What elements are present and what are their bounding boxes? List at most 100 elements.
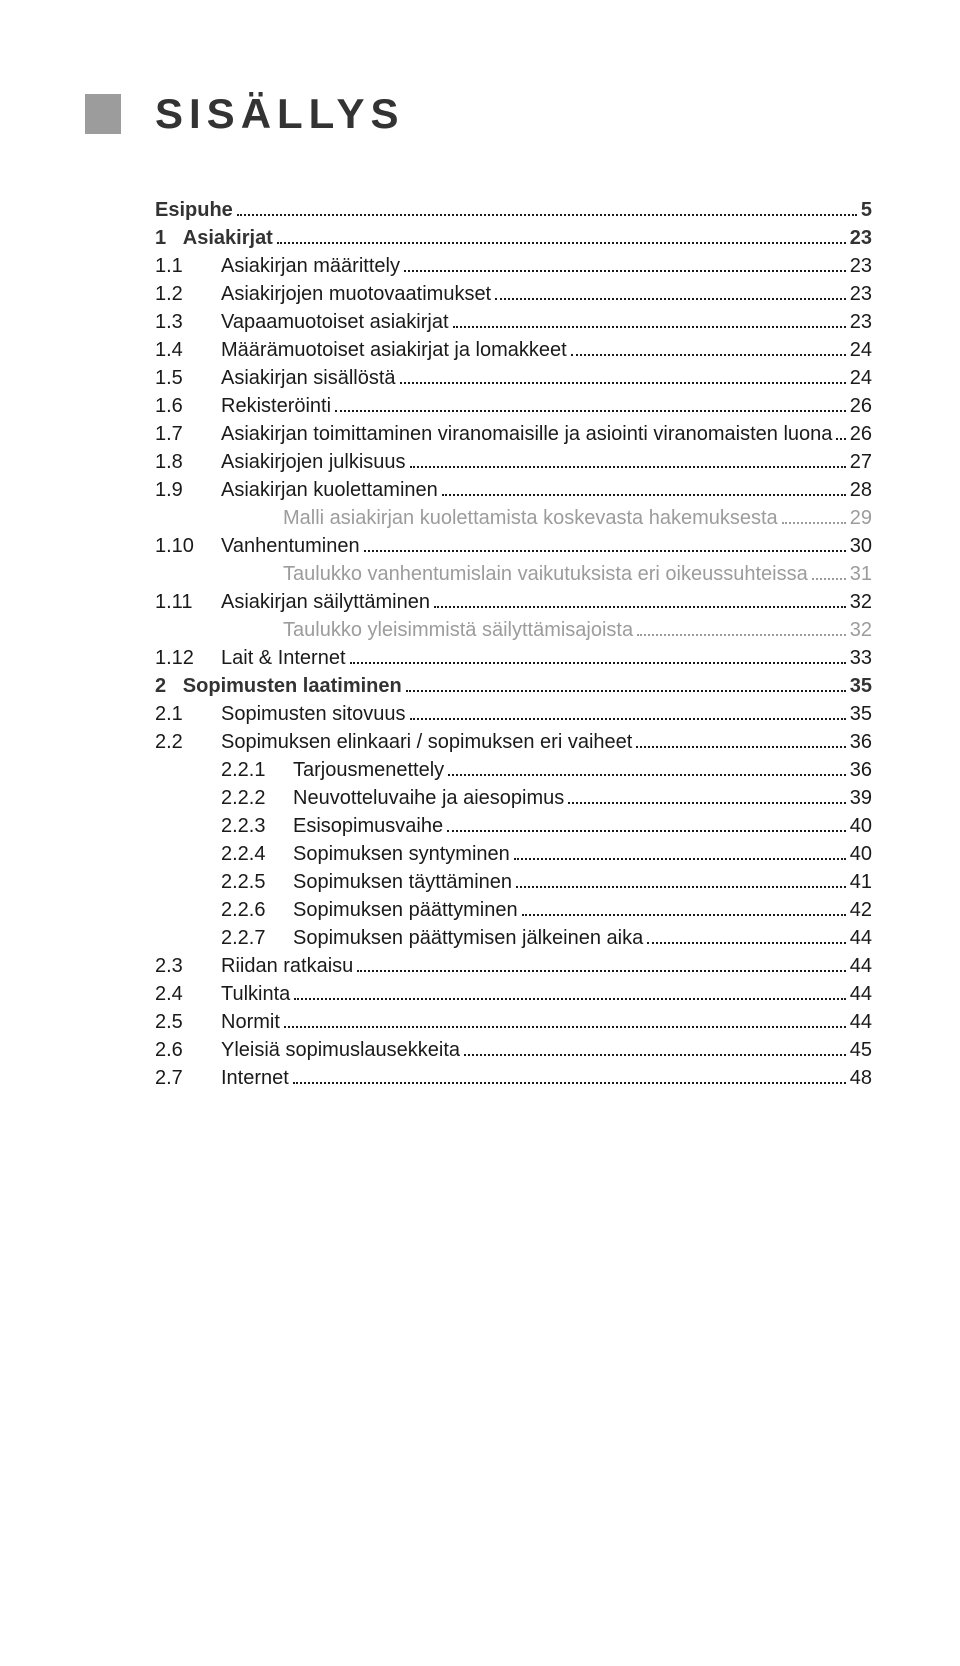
toc-entry-page: 44 xyxy=(850,1012,872,1032)
toc-entry-label: Malli asiakirjan kuolettamista koskevast… xyxy=(283,508,778,528)
toc-entry: Taulukko vanhentumislain vaikutuksista e… xyxy=(155,564,872,584)
title-accent-bar xyxy=(85,94,121,134)
toc-entry-page: 23 xyxy=(850,284,872,304)
toc-entry-number: 2.2.4 xyxy=(221,844,293,864)
toc-entry: 2.2Sopimuksen elinkaari / sopimuksen eri… xyxy=(155,732,872,752)
toc-entry-page: 39 xyxy=(850,788,872,808)
toc-entry-label: Normit xyxy=(221,1012,280,1032)
toc-entry-number: 2.1 xyxy=(155,704,221,724)
toc-entry-label: Tarjousmenettely xyxy=(293,760,444,780)
toc-entry-label: Rekisteröinti xyxy=(221,396,331,416)
toc-entry: 1.4Määrämuotoiset asiakirjat ja lomakkee… xyxy=(155,340,872,360)
toc-dot-leader xyxy=(237,200,857,216)
toc-entry-number: 2.7 xyxy=(155,1068,221,1088)
toc-dot-leader xyxy=(495,284,846,300)
toc-entry: 1.1Asiakirjan määrittely 23 xyxy=(155,256,872,276)
toc-entry-page: 29 xyxy=(850,508,872,528)
toc-entry-page: 23 xyxy=(850,228,872,248)
toc-entry: 2.3Riidan ratkaisu44 xyxy=(155,956,872,976)
toc-entry-number: 2.3 xyxy=(155,956,221,976)
toc-entry: 1.2Asiakirjojen muotovaatimukset23 xyxy=(155,284,872,304)
toc-entry: 1 Asiakirjat23 xyxy=(155,228,872,248)
toc-entry-label: Sopimusten sitovuus xyxy=(221,704,406,724)
toc-entry-label: Sopimuksen täyttäminen xyxy=(293,872,512,892)
toc-entry-number: 2.2.2 xyxy=(221,788,293,808)
toc-entry-number: 1.4 xyxy=(155,340,221,360)
toc-entry-label: Sopimusten laatiminen xyxy=(183,676,402,696)
toc-entry-page: 42 xyxy=(850,900,872,920)
toc-dot-leader xyxy=(836,424,845,440)
toc-entry-page: 30 xyxy=(850,536,872,556)
toc-dot-leader xyxy=(453,312,846,328)
toc-entry: Esipuhe5 xyxy=(155,200,872,220)
page-title: SISÄLLYS xyxy=(155,90,872,138)
toc-entry-label: Asiakirjojen muotovaatimukset xyxy=(221,284,491,304)
toc-entry-number: 1.12 xyxy=(155,648,221,668)
toc-entry: 2.2.5Sopimuksen täyttäminen41 xyxy=(155,872,872,892)
toc-entry: 1.12Lait & Internet33 xyxy=(155,648,872,668)
toc-entry-page: 32 xyxy=(850,592,872,612)
toc-dot-leader xyxy=(404,256,846,272)
toc-entry: 2.7Internet48 xyxy=(155,1068,872,1088)
toc-entry-page: 35 xyxy=(850,676,872,696)
toc-entry-number: 2.2.3 xyxy=(221,816,293,836)
toc-entry-page: 23 xyxy=(850,312,872,332)
toc-entry: 1.5Asiakirjan sisällöstä24 xyxy=(155,368,872,388)
toc-entry-number: 1.10 xyxy=(155,536,221,556)
toc-entry-label: Määrämuotoiset asiakirjat ja lomakkeet xyxy=(221,340,567,360)
toc-entry: 1.7Asiakirjan toimittaminen viranomaisil… xyxy=(155,424,872,444)
toc-entry-number: 1.5 xyxy=(155,368,221,388)
toc-entry-number: 1.11 xyxy=(155,592,221,612)
toc-entry-page: 26 xyxy=(850,424,872,444)
toc-dot-leader xyxy=(357,956,845,972)
toc-entry-page: 27 xyxy=(850,452,872,472)
toc-dot-leader xyxy=(442,480,846,496)
toc-entry-page: 36 xyxy=(850,732,872,752)
toc-dot-leader xyxy=(782,508,846,524)
toc-entry-label: Asiakirjan toimittaminen viranomaisille … xyxy=(221,424,832,444)
toc-entry: 2.2.2Neuvotteluvaihe ja aiesopimus 39 xyxy=(155,788,872,808)
toc-entry-number: 2 xyxy=(155,676,183,696)
toc-entry-label: Tulkinta xyxy=(221,984,290,1004)
toc-dot-leader xyxy=(400,368,846,384)
toc-entry-page: 41 xyxy=(850,872,872,892)
toc-entry: 2.5Normit 44 xyxy=(155,1012,872,1032)
toc-dot-leader xyxy=(410,452,846,468)
toc-entry-label: Lait & Internet xyxy=(221,648,346,668)
toc-entry-number: 2.5 xyxy=(155,1012,221,1032)
toc-entry-page: 44 xyxy=(850,956,872,976)
toc-entry-page: 35 xyxy=(850,704,872,724)
toc-entry-page: 23 xyxy=(850,256,872,276)
toc-entry-number: 2.2.1 xyxy=(221,760,293,780)
table-of-contents: Esipuhe5 1 Asiakirjat23 1.1Asiakirjan määr… xyxy=(155,200,872,1088)
toc-entry-label: Esipuhe xyxy=(155,200,233,220)
toc-entry-label: Vapaamuotoiset asiakirjat xyxy=(221,312,449,332)
toc-entry-number: 1.9 xyxy=(155,480,221,500)
toc-entry-number: 1.1 xyxy=(155,256,221,276)
toc-entry-page: 26 xyxy=(850,396,872,416)
toc-entry: 2.1Sopimusten sitovuus 35 xyxy=(155,704,872,724)
toc-entry-number: 2.2 xyxy=(155,732,221,752)
toc-entry-number: 1.8 xyxy=(155,452,221,472)
toc-entry-label: Asiakirjan määrittely xyxy=(221,256,400,276)
toc-entry-label: Sopimuksen syntyminen xyxy=(293,844,510,864)
toc-entry-page: 45 xyxy=(850,1040,872,1060)
toc-entry-label: Neuvotteluvaihe ja aiesopimus xyxy=(293,788,564,808)
toc-entry-number: 2.6 xyxy=(155,1040,221,1060)
toc-entry-label: Internet xyxy=(221,1068,289,1088)
toc-entry-label: Yleisiä sopimuslausekkeita xyxy=(221,1040,460,1060)
toc-entry: 2.6Yleisiä sopimuslausekkeita 45 xyxy=(155,1040,872,1060)
toc-dot-leader xyxy=(571,340,846,356)
toc-entry: 2.2.6Sopimuksen päättyminen42 xyxy=(155,900,872,920)
toc-dot-leader xyxy=(448,760,846,776)
toc-entry-page: 44 xyxy=(850,928,872,948)
toc-entry-label: Sopimuksen päättyminen xyxy=(293,900,518,920)
toc-dot-leader xyxy=(568,788,845,804)
toc-dot-leader xyxy=(410,704,846,720)
toc-entry-label: Sopimuksen päättymisen jälkeinen aika xyxy=(293,928,643,948)
toc-entry: 2.2.4Sopimuksen syntyminen40 xyxy=(155,844,872,864)
toc-dot-leader xyxy=(434,592,846,608)
toc-entry-label: Sopimuksen elinkaari / sopimuksen eri va… xyxy=(221,732,632,752)
toc-entry: 2 Sopimusten laatiminen 35 xyxy=(155,676,872,696)
toc-dot-leader xyxy=(284,1012,846,1028)
